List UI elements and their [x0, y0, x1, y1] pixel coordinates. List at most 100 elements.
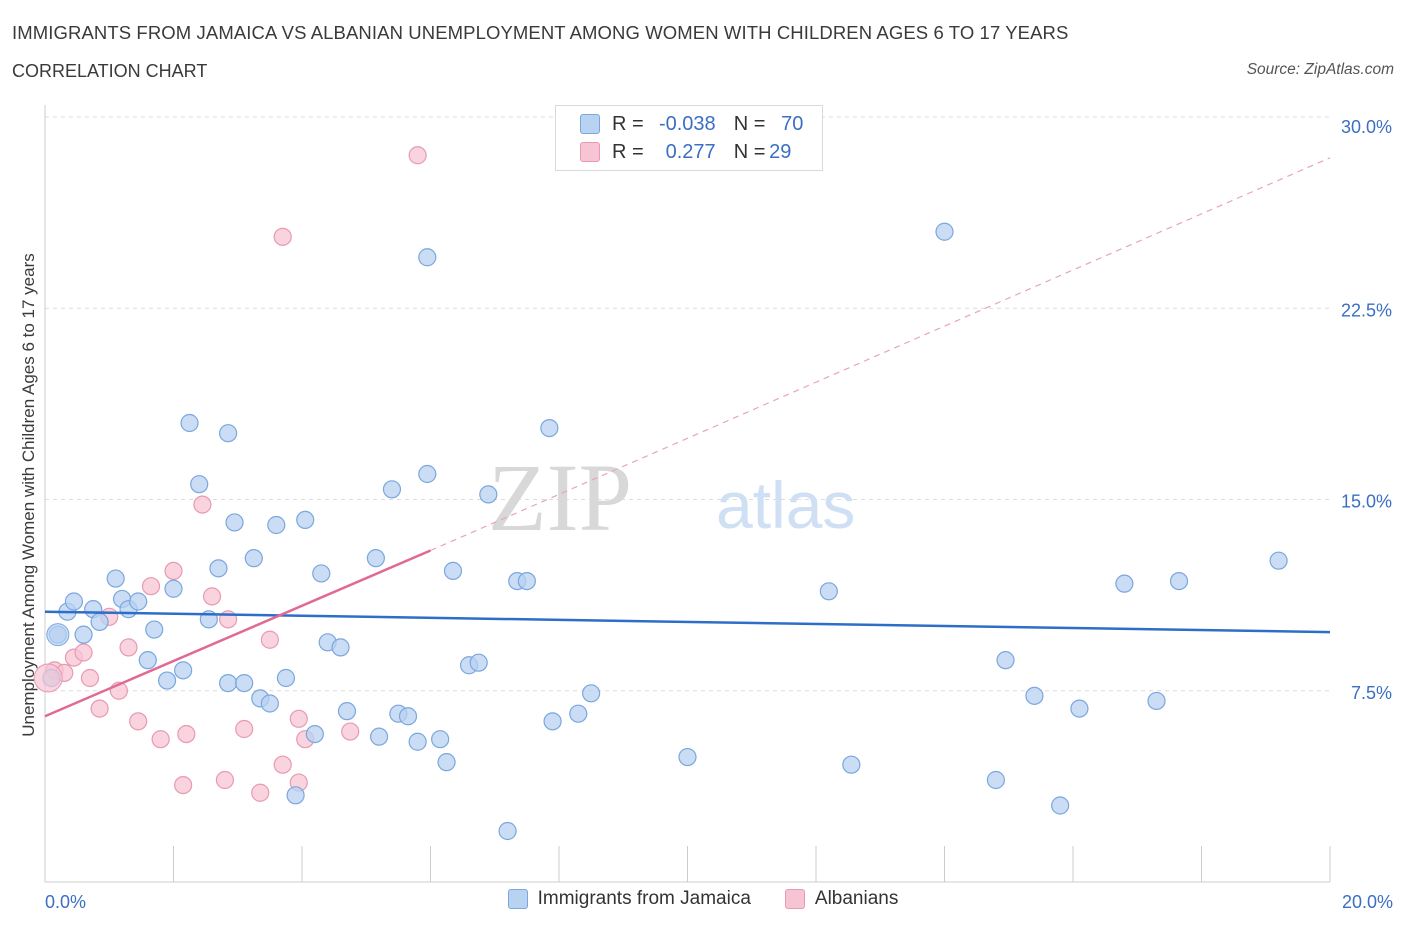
- jamaica-point: [64, 592, 84, 611]
- jamaica-point: [296, 510, 315, 530]
- jamaica-point: [842, 755, 861, 774]
- albanian-point: [260, 630, 279, 649]
- legend-label-albanians: Albanians: [814, 888, 899, 909]
- n-value: 70: [781, 112, 804, 135]
- jamaica-point: [219, 673, 238, 693]
- r-value: 0.277: [665, 140, 716, 163]
- albanian-point: [174, 775, 193, 795]
- jamaica-point: [157, 671, 177, 690]
- albanian-point: [289, 709, 308, 728]
- albanian-point: [119, 638, 138, 657]
- stats-legend-box: R = -0.038 N = 70 R = 0.277 N = 29: [555, 105, 823, 171]
- jamaica-point: [1070, 699, 1089, 718]
- jamaica-point: [138, 651, 157, 670]
- albanian-point: [235, 719, 254, 739]
- stats-row-jamaica: R = -0.038 N = 70: [580, 110, 803, 138]
- jamaica-point: [260, 694, 279, 713]
- jamaica-point: [437, 753, 456, 772]
- jamaica-point: [986, 770, 1006, 790]
- trend-lines: [44, 157, 1331, 718]
- jamaica-point: [225, 513, 244, 532]
- jamaica-point: [74, 625, 93, 644]
- n-label: N =: [733, 112, 766, 135]
- x-tick-label: 0.0%: [45, 892, 86, 912]
- jamaica-swatch: [580, 114, 600, 134]
- albanian-trend-extension: [430, 157, 1331, 552]
- jamaica-point: [180, 413, 199, 433]
- albanian-swatch: [580, 142, 600, 162]
- jamaica-point: [286, 786, 305, 805]
- jamaica-point: [370, 727, 389, 746]
- jamaica-point: [276, 668, 296, 688]
- jamaica-point: [540, 419, 559, 438]
- jamaica-point: [408, 732, 427, 751]
- y-tick-label: 7.5%: [1351, 683, 1392, 703]
- legend-label-jamaica: Immigrants from Jamaica: [537, 888, 751, 909]
- albanian-point: [141, 577, 161, 596]
- chart-legend: Immigrants from Jamaica Albanians: [0, 888, 1406, 910]
- albanian-point: [164, 561, 183, 581]
- albanian-point: [33, 663, 63, 693]
- jamaica-point: [382, 480, 402, 499]
- albanian-point: [273, 755, 292, 774]
- albanian-point: [273, 227, 292, 246]
- jamaica-point: [1269, 551, 1288, 570]
- jamaica-point: [164, 579, 183, 598]
- albanian-point: [74, 643, 93, 662]
- jamaica-point: [1025, 686, 1044, 705]
- legend-item-jamaica[interactable]: Immigrants from Jamaica: [507, 888, 751, 910]
- stats-row-albanian: R = 0.277 N = 29: [580, 138, 791, 166]
- chart-title: IMMIGRANTS FROM JAMAICA VS ALBANIAN UNEM…: [12, 22, 1069, 43]
- jamaica-point: [469, 653, 488, 672]
- jamaica-point: [1169, 571, 1189, 591]
- albanian-point: [151, 730, 170, 749]
- albanian-point: [193, 495, 212, 514]
- jamaica-point: [418, 464, 437, 484]
- jamaica-point: [90, 612, 109, 632]
- r-label: R =: [612, 112, 644, 135]
- jamaica-point: [244, 549, 263, 568]
- jamaica-point: [1147, 691, 1166, 711]
- jamaica-point: [517, 571, 536, 591]
- y-tick-label: 15.0%: [1341, 492, 1392, 512]
- jamaica-point: [129, 592, 148, 611]
- axes: [44, 105, 1331, 883]
- jamaica-point: [312, 564, 331, 583]
- jamaica-point: [337, 702, 357, 721]
- albanian-point: [80, 668, 100, 688]
- albanian-point: [341, 722, 360, 741]
- y-tick-label: 22.5%: [1341, 300, 1392, 320]
- jamaica-point: [174, 661, 193, 680]
- watermark: ZIP atlas: [488, 444, 855, 551]
- jamaica-point: [935, 222, 954, 241]
- jamaica-point: [305, 724, 324, 744]
- albanian-point: [129, 712, 148, 731]
- data-points: [33, 146, 1288, 841]
- x-tick-label: 20.0%: [1342, 892, 1393, 912]
- jamaica-point: [209, 559, 228, 578]
- tick-labels: 7.5% 15.0% 22.5% 30.0% 0.0% 20.0%: [45, 117, 1393, 912]
- jamaica-point: [479, 485, 498, 504]
- albanian-point: [90, 699, 109, 718]
- jamaica-point: [366, 549, 385, 568]
- jamaica-point: [219, 424, 238, 443]
- albanian-point: [251, 783, 270, 802]
- jamaica-trend-line: [44, 610, 1331, 634]
- y-axis-label: Unemployment Among Women with Children A…: [19, 253, 38, 737]
- r-value: -0.038: [658, 112, 716, 135]
- jamaica-point: [1115, 574, 1134, 593]
- jamaica-point: [331, 638, 350, 657]
- jamaica-point: [106, 569, 125, 588]
- jamaica-point: [678, 747, 697, 767]
- albanian-trend-line: [44, 549, 431, 718]
- jamaica-point: [145, 620, 164, 639]
- albanian-legend-swatch: [784, 889, 805, 909]
- y-tick-label: 30.0%: [1341, 117, 1392, 137]
- jamaica-point: [190, 475, 209, 494]
- legend-item-albanians[interactable]: Albanians: [784, 888, 899, 910]
- jamaica-point: [498, 821, 517, 841]
- grid-lines: [45, 116, 1330, 692]
- n-label: N =: [733, 140, 766, 163]
- watermark-zip: ZIP: [488, 444, 632, 551]
